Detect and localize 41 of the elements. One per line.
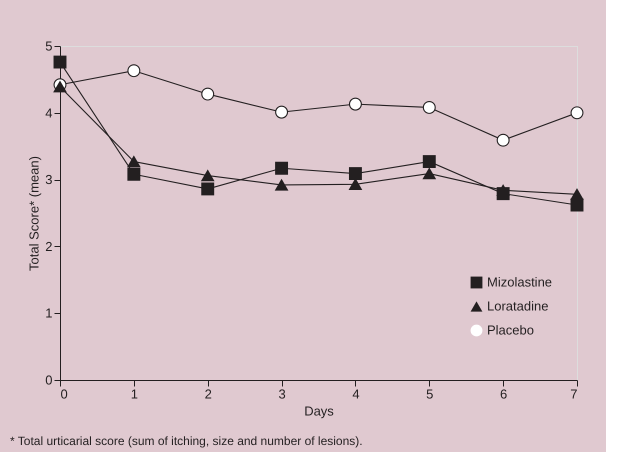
y-tick-label: 5 <box>45 38 52 54</box>
x-tick-label: 4 <box>352 386 360 402</box>
point <box>201 88 214 101</box>
legend-label: Placebo <box>487 322 534 338</box>
point <box>54 56 66 68</box>
point <box>275 106 288 119</box>
point <box>496 187 510 200</box>
y-tick-label: 4 <box>45 105 52 120</box>
point <box>422 168 436 180</box>
x-tick-label: 2 <box>204 386 212 402</box>
x-tick-label: 7 <box>570 386 578 402</box>
point <box>127 156 140 168</box>
y-tick-label: 3 <box>45 172 52 188</box>
x-tick-label: 3 <box>278 386 286 402</box>
y-tick-label: 1 <box>45 306 52 321</box>
point <box>275 179 288 191</box>
y-tick-label: 2 <box>45 238 52 254</box>
x-tick-label: 5 <box>426 386 434 402</box>
x-tick-label: 6 <box>500 386 508 402</box>
y-tick-label: 0 <box>45 372 52 388</box>
point <box>570 106 584 120</box>
point <box>275 162 288 175</box>
point <box>422 155 436 168</box>
x-axis-title: Days <box>304 404 334 418</box>
x-tick-label: 1 <box>130 386 138 402</box>
point <box>348 167 362 180</box>
point <box>348 98 362 111</box>
point <box>201 182 214 196</box>
text: * Total urticarial score (sum of itching, size and number of lesions). <box>10 434 363 448</box>
point <box>127 168 140 181</box>
point <box>127 64 140 78</box>
y-axis-title: Total Score* (mean) <box>26 156 42 271</box>
point <box>496 134 510 147</box>
legend-label: Loratadine <box>487 298 548 314</box>
point <box>348 178 362 190</box>
point <box>422 101 436 114</box>
point <box>54 81 66 92</box>
point <box>201 170 214 182</box>
legend-label: Mizolastine <box>487 274 552 290</box>
x-tick-label: 0 <box>60 386 68 402</box>
point <box>570 198 584 212</box>
